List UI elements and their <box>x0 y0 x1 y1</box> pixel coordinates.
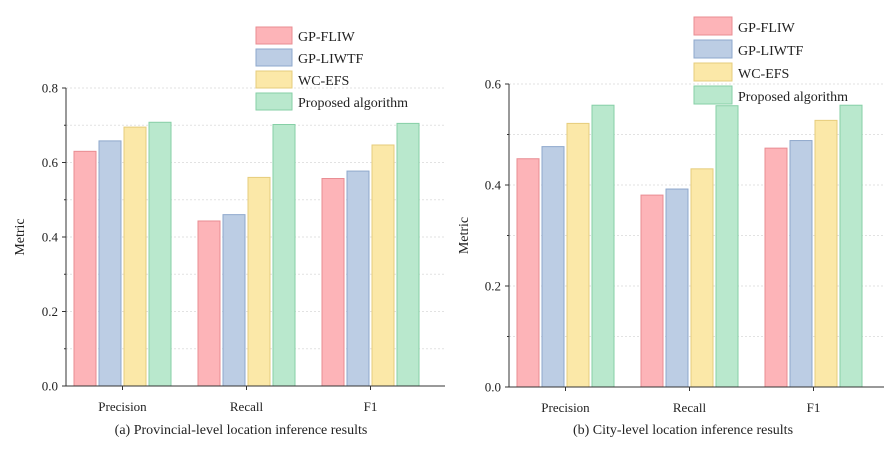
bar <box>839 104 863 388</box>
legend: GP-FLIW GP-LIWTF WC-EFS Proposed algorithm <box>693 16 848 105</box>
bar <box>591 104 615 388</box>
bar <box>690 168 714 388</box>
bar <box>321 178 345 387</box>
legend: GP-FLIW GP-LIWTF WC-EFS Proposed algorithm <box>255 26 408 111</box>
bar <box>541 146 565 388</box>
bar <box>665 188 689 388</box>
y-tick-label: 0.6 <box>485 77 502 92</box>
legend-label: WC-EFS <box>298 74 349 89</box>
y-tick-label: 0.2 <box>42 304 58 319</box>
legend-label: WC-EFS <box>738 67 789 82</box>
bar <box>247 176 271 387</box>
legend-swatch <box>255 92 293 111</box>
y-tick-label: 0.6 <box>42 155 59 170</box>
bar <box>715 105 739 388</box>
bar <box>396 122 420 387</box>
bar <box>640 194 664 388</box>
x-tick-label: Precision <box>98 399 147 414</box>
bar <box>814 119 838 388</box>
chart-panel-1: Precision Recall F1 0.0 0.2 0.4 0.6 Metric (b) C… <box>457 16 884 438</box>
bar <box>566 122 590 388</box>
legend-swatch <box>255 26 293 45</box>
x-tick-label: Precision <box>541 400 590 415</box>
x-tick-label: Recall <box>230 399 264 414</box>
bar <box>197 220 221 387</box>
legend-label: GP-FLIW <box>298 30 356 45</box>
y-tick-label: 0.4 <box>485 178 502 193</box>
x-tick-label: Recall <box>673 400 707 415</box>
bar <box>516 158 540 388</box>
bar <box>272 124 296 387</box>
chart-title: (a) Provincial-level location inference … <box>115 423 368 438</box>
chart-title: (b) City-level location inference result… <box>573 423 793 438</box>
legend-swatch <box>255 48 293 67</box>
bar <box>73 150 97 387</box>
bar <box>98 140 122 387</box>
bar <box>789 140 813 388</box>
bar <box>222 214 246 387</box>
legend-label: GP-FLIW <box>738 21 796 36</box>
legend-swatch <box>693 16 733 36</box>
bar <box>764 147 788 388</box>
y-tick-label: 0.0 <box>42 379 58 394</box>
y-tick-label: 0.4 <box>42 230 59 245</box>
x-tick-label: F1 <box>364 399 378 414</box>
chart-panel-0: Precision Recall F1 0.0 0.2 0.4 0.6 0.8 Metric (a… <box>13 26 445 438</box>
legend-swatch <box>255 70 293 89</box>
y-axis-label: Metric <box>457 217 472 254</box>
bar <box>346 170 370 387</box>
y-axis-label: Metric <box>13 218 28 255</box>
bar <box>148 121 172 387</box>
y-tick-label: 0.8 <box>42 81 58 96</box>
legend-swatch <box>693 62 733 82</box>
legend-swatch <box>693 85 733 105</box>
y-tick-label: 0.2 <box>485 279 501 294</box>
bar <box>371 144 395 387</box>
y-tick-label: 0.0 <box>485 380 501 395</box>
legend-label: Proposed algorithm <box>298 96 408 111</box>
bar <box>123 126 147 387</box>
legend-label: Proposed algorithm <box>738 90 848 105</box>
legend-label: GP-LIWTF <box>298 52 364 67</box>
legend-label: GP-LIWTF <box>738 44 804 59</box>
legend-swatch <box>693 39 733 59</box>
x-tick-label: F1 <box>807 400 821 415</box>
